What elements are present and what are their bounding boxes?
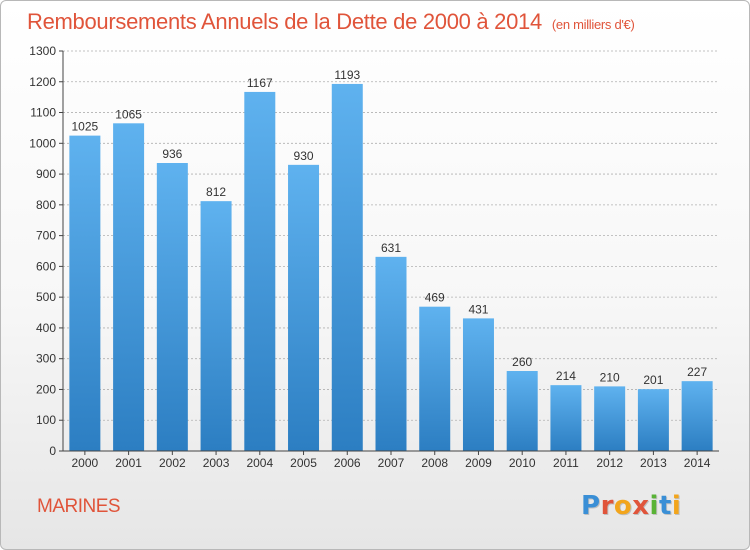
x-tick-label: 2007 — [378, 456, 405, 470]
bar-2009 — [462, 318, 494, 451]
data-label: 1167 — [247, 76, 273, 90]
x-tick-label: 2003 — [203, 456, 230, 470]
y-tick-label: 100 — [36, 413, 56, 427]
y-tick-label: 400 — [36, 321, 56, 335]
bar-2003 — [200, 201, 232, 451]
data-label: 431 — [468, 302, 488, 316]
chart-title-text: Remboursements Annuels de la Dette de 20… — [27, 9, 542, 34]
bar-2012 — [594, 386, 626, 451]
data-label: 812 — [206, 185, 226, 199]
x-tick-label: 2012 — [596, 456, 623, 470]
bar-2006 — [331, 83, 363, 451]
logo-letter: t — [658, 491, 672, 521]
chart-title: Remboursements Annuels de la Dette de 20… — [27, 9, 635, 35]
y-tick-label: 300 — [36, 352, 56, 366]
bars — [69, 83, 713, 452]
data-label: 936 — [162, 147, 182, 161]
data-label: 1025 — [72, 120, 99, 134]
logo-letter: P — [581, 491, 601, 521]
data-label: 214 — [556, 369, 576, 383]
bar-2007 — [375, 256, 407, 451]
x-tick-label: 2001 — [115, 456, 142, 470]
logo-letter: i — [671, 491, 682, 521]
data-labels: 1025 1065 936 812 1167 930 1193 631 469 431 260 214… — [72, 68, 708, 387]
y-tick-label: 1000 — [29, 136, 56, 150]
bar-2005 — [288, 164, 320, 451]
data-label: 1065 — [115, 107, 142, 121]
data-label: 210 — [600, 370, 620, 384]
y-tick-label: 800 — [36, 198, 56, 212]
x-tick-label: 2013 — [640, 456, 667, 470]
logo-letter: i — [649, 491, 659, 521]
data-label: 201 — [643, 373, 663, 387]
place-name: MARINES — [37, 496, 121, 517]
y-axis: 0 100 200 300 400 500 600 700 800 900 1000 1100 1200… — [29, 44, 64, 458]
proxiti-logo: Proxiti — [581, 491, 681, 521]
x-tick-label: 2006 — [334, 456, 361, 470]
data-label: 631 — [381, 241, 401, 255]
x-tick-label: 2000 — [72, 456, 99, 470]
x-tick-label: 2010 — [509, 456, 536, 470]
x-axis: 2000 2001 2002 2003 2004 2005 2006 2007 2008 2009… — [63, 450, 719, 470]
x-tick-label: 2014 — [684, 456, 711, 470]
x-tick-label: 2009 — [465, 456, 492, 470]
logo-letter: x — [632, 491, 650, 521]
x-tick-label: 2008 — [421, 456, 448, 470]
logo-letter: o — [613, 491, 633, 521]
bar-2011 — [550, 385, 582, 451]
y-tick-label: 1100 — [30, 106, 56, 120]
bar-2000 — [69, 135, 101, 451]
y-tick-label: 1200 — [29, 75, 56, 89]
x-tick-label: 2005 — [290, 456, 317, 470]
data-label: 1193 — [334, 68, 360, 82]
chart-unit: (en milliers d'€) — [551, 17, 635, 32]
x-tick-label: 2002 — [159, 456, 186, 470]
bar-2008 — [419, 306, 451, 451]
logo-letter: r — [600, 491, 614, 521]
bar-2004 — [244, 91, 276, 451]
y-tick-label: 1300 — [29, 44, 56, 58]
y-tick-label: 900 — [36, 167, 56, 181]
x-tick-label: 2011 — [553, 456, 579, 470]
bar-2010 — [506, 371, 538, 451]
data-label: 930 — [294, 149, 314, 163]
bar-2001 — [113, 123, 145, 452]
y-tick-label: 700 — [36, 229, 56, 243]
x-tick-label: 2004 — [246, 456, 273, 470]
y-tick-label: 0 — [49, 444, 56, 458]
bar-2013 — [637, 389, 669, 451]
data-label: 469 — [425, 291, 445, 305]
data-label: 260 — [512, 355, 532, 369]
bar-2014 — [681, 381, 713, 451]
data-label: 227 — [687, 365, 707, 379]
y-tick-label: 200 — [36, 382, 56, 396]
bar-2002 — [156, 163, 188, 451]
y-tick-label: 500 — [36, 290, 56, 304]
y-tick-label: 600 — [36, 259, 56, 273]
